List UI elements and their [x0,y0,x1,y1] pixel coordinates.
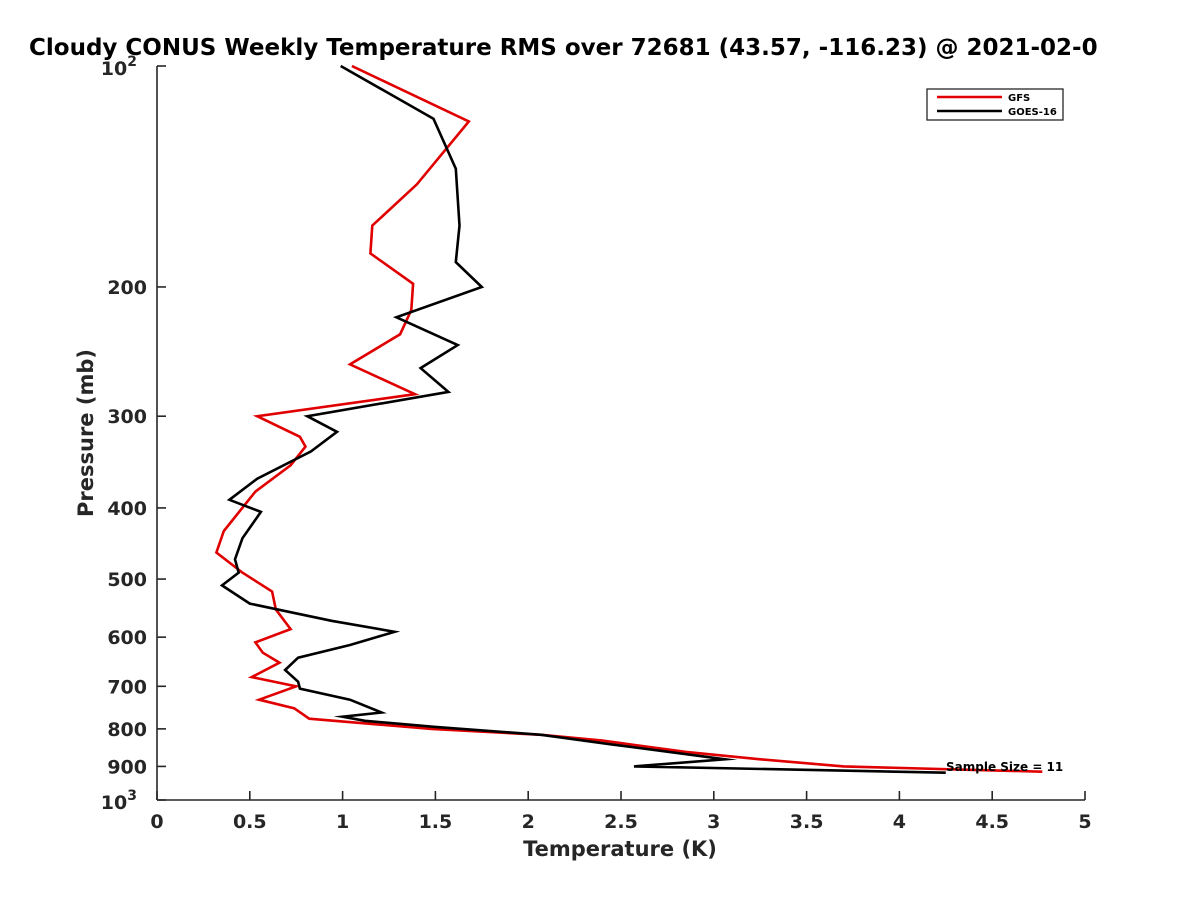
y-tick-label: 900 [107,756,147,778]
sample-size-annotation: Sample Size = 11 [946,760,1063,774]
legend-label: GOES-16 [1008,107,1057,118]
y-tick-label: 400 [107,498,147,520]
x-tick-label: 2 [522,811,535,833]
y-tick-label: 200 [107,277,147,299]
y-tick-label-exponent: 3 [127,788,137,804]
x-tick-label: 0 [150,811,163,833]
legend-box [926,88,1064,121]
x-tick-label: 5 [1078,811,1091,833]
y-tick-label: 500 [107,569,147,591]
x-tick-label: 1.5 [419,811,453,833]
x-tick-label: 2.5 [604,811,638,833]
x-tick-label: 3 [707,811,720,833]
series-line-gfs [214,64,1043,773]
y-tick-label: 800 [107,719,147,741]
x-tick-label: 1 [336,811,349,833]
y-tick-label-exponent: 2 [127,54,137,70]
y-tick-label: 102 [101,54,137,80]
legend-label: GFS [1008,93,1030,104]
chart-title: Cloudy CONUS Weekly Temperature RMS over… [29,35,1098,61]
x-axis-label: Temperature (K) [523,837,717,861]
axes-layer: 0 0.5 1 1.5 2 2.5 3 3.5 4 4.5 51022003004005006007… [101,54,1092,833]
y-tick-label-base: 10 [101,58,127,80]
y-tick-label: 103 [101,788,137,814]
y-tick-label-base: 10 [101,792,127,814]
x-tick-label: 3.5 [790,811,824,833]
x-tick-label: 0.5 [233,811,267,833]
y-tick-label: 300 [107,406,147,428]
y-tick-label: 700 [107,676,147,698]
y-axis-label: Pressure (mb) [74,349,98,517]
y-tick-label: 600 [107,627,147,649]
series-layer [214,64,1043,774]
series-line-goes-16 [219,64,946,774]
x-tick-label: 4 [893,811,906,833]
x-tick-label: 4.5 [975,811,1009,833]
legend: GFS GOES-16 [926,88,1064,121]
